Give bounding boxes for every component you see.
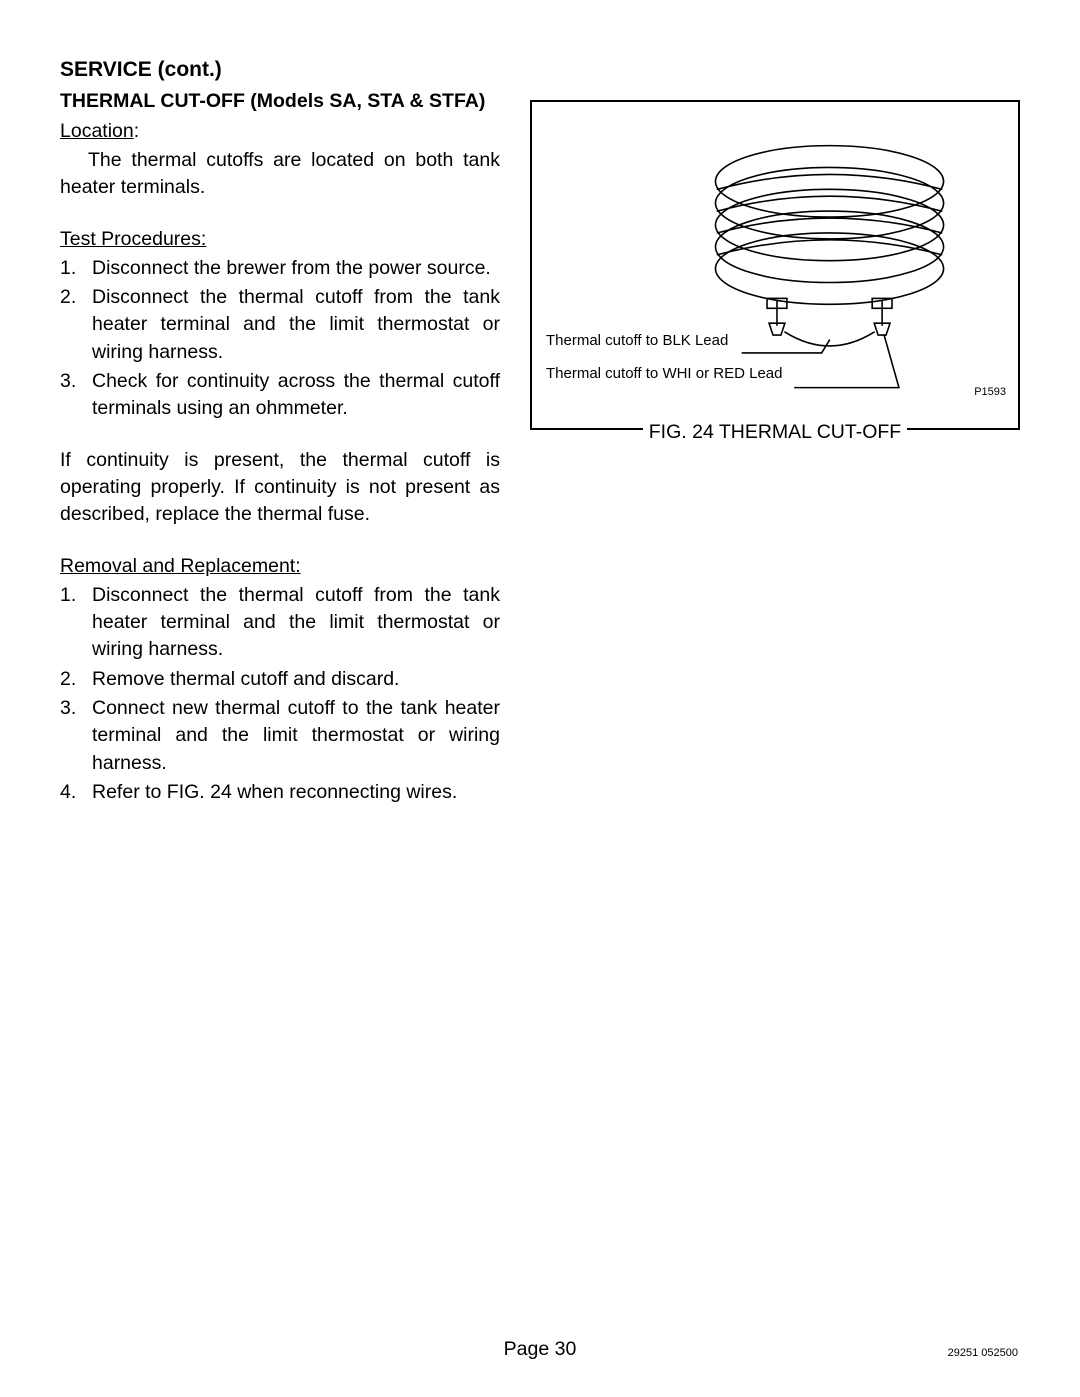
right-column: Thermal cutoff to BLK Lead Thermal cutof…: [530, 55, 1020, 808]
figure-box: Thermal cutoff to BLK Lead Thermal cutof…: [530, 100, 1020, 430]
test-procedures-label: Test Procedures:: [60, 226, 500, 253]
removal-label: Removal and Replacement:: [60, 553, 500, 580]
left-column: SERVICE (cont.) THERMAL CUT-OFF (Models …: [60, 55, 500, 808]
figure-part-number: P1593: [974, 386, 1006, 398]
list-item: 2. Remove thermal cutoff and discard.: [60, 666, 500, 693]
list-number: 4.: [60, 779, 92, 806]
list-number: 1.: [60, 582, 92, 664]
location-label: Location:: [60, 118, 500, 145]
lead2-label: Thermal cutoff to WHI or RED Lead: [546, 357, 782, 390]
service-cont-heading: SERVICE (cont.): [60, 55, 500, 84]
list-text: Remove thermal cutoff and discard.: [92, 666, 500, 693]
list-text: Check for continuity across the thermal …: [92, 368, 500, 423]
list-item: 2. Disconnect the thermal cutoff from th…: [60, 284, 500, 366]
location-text: The thermal cutoffs are located on both …: [60, 147, 500, 202]
list-text: Disconnect the brewer from the power sou…: [92, 255, 500, 282]
list-item: 3. Check for continuity across the therm…: [60, 368, 500, 423]
figure-wrapper: Thermal cutoff to BLK Lead Thermal cutof…: [530, 100, 1020, 430]
lead1-label: Thermal cutoff to BLK Lead: [546, 324, 782, 357]
list-text: Disconnect the thermal cutoff from the t…: [92, 284, 500, 366]
list-number: 3.: [60, 695, 92, 777]
test-procedures-list: 1. Disconnect the brewer from the power …: [60, 255, 500, 423]
removal-list: 1. Disconnect the thermal cutoff from th…: [60, 582, 500, 806]
list-item: 1. Disconnect the thermal cutoff from th…: [60, 582, 500, 664]
section-title: THERMAL CUT-OFF (Models SA, STA & STFA): [60, 88, 500, 115]
lead-labels: Thermal cutoff to BLK Lead Thermal cutof…: [546, 324, 782, 390]
list-number: 2.: [60, 666, 92, 693]
list-number: 3.: [60, 368, 92, 423]
page-number: Page 30: [0, 1338, 1080, 1361]
list-number: 2.: [60, 284, 92, 366]
figure-caption: FIG. 24 THERMAL CUT-OFF: [530, 421, 1020, 444]
document-code: 29251 052500: [948, 1347, 1018, 1359]
list-item: 3. Connect new thermal cutoff to the tan…: [60, 695, 500, 777]
two-column-layout: SERVICE (cont.) THERMAL CUT-OFF (Models …: [60, 55, 1020, 808]
list-text: Refer to FIG. 24 when reconnecting wires…: [92, 779, 500, 806]
location-label-text: Location: [60, 120, 134, 142]
page: SERVICE (cont.) THERMAL CUT-OFF (Models …: [0, 0, 1080, 1397]
list-text: Connect new thermal cutoff to the tank h…: [92, 695, 500, 777]
list-item: 1. Disconnect the brewer from the power …: [60, 255, 500, 282]
list-text: Disconnect the thermal cutoff from the t…: [92, 582, 500, 664]
list-number: 1.: [60, 255, 92, 282]
figure-caption-text: FIG. 24 THERMAL CUT-OFF: [643, 421, 907, 443]
continuity-note: If continuity is present, the thermal cu…: [60, 447, 500, 529]
list-item: 4. Refer to FIG. 24 when reconnecting wi…: [60, 779, 500, 806]
